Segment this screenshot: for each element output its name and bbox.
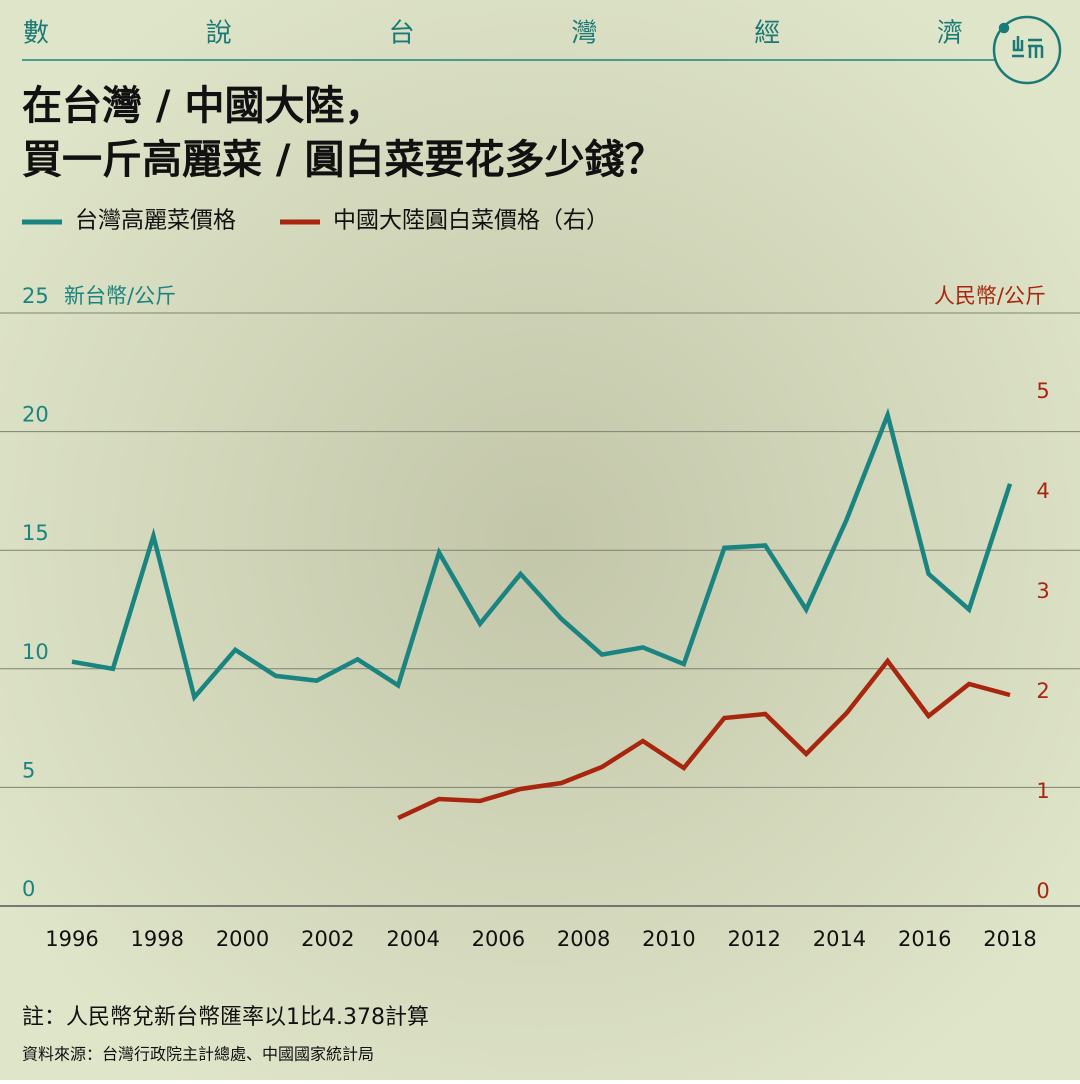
x-tick-label: 2000 xyxy=(216,927,269,951)
y2-tick-label: 4 xyxy=(1036,479,1049,503)
y-tick-label: 0 xyxy=(22,877,35,901)
y-tick-label: 15 xyxy=(22,521,49,545)
chart-title: 買一斤高麗菜 / 圓白菜要花多少錢？ xyxy=(22,137,664,183)
y2-tick-label: 5 xyxy=(1036,379,1049,403)
y2-tick-label: 0 xyxy=(1036,879,1049,903)
brand-char: 台 xyxy=(389,19,415,49)
y-tick-label: 5 xyxy=(22,758,35,782)
x-tick-label: 2018 xyxy=(983,927,1036,951)
x-tick-label: 1998 xyxy=(131,927,184,951)
brand-char: 灣 xyxy=(571,19,597,49)
y-tick-label: 20 xyxy=(22,403,49,427)
x-tick-label: 1996 xyxy=(45,927,98,951)
y2-tick-label: 1 xyxy=(1036,779,1049,803)
brand-char: 數 xyxy=(23,19,49,49)
brand-char: 說 xyxy=(206,19,232,49)
source: 資料來源：台灣行政院主計總處、中國國家統計局 xyxy=(22,1045,374,1064)
y-tick-label: 25 xyxy=(22,284,49,308)
chart-title: 在台灣 / 中國大陸， xyxy=(22,83,384,129)
note: 註：人民幣兌新台幣匯率以1比4.378計算 xyxy=(22,1005,429,1030)
x-tick-label: 2012 xyxy=(727,927,780,951)
x-tick-label: 2002 xyxy=(301,927,354,951)
y2-tick-label: 3 xyxy=(1036,579,1049,603)
series-line xyxy=(71,407,1013,703)
brand-char: 經 xyxy=(754,19,780,49)
x-tick-label: 2004 xyxy=(386,927,439,951)
logo xyxy=(992,15,1062,85)
y2-tick-label: 2 xyxy=(1036,679,1049,703)
y-axis-label: 新台幣/公斤 xyxy=(64,284,176,308)
x-tick-label: 2014 xyxy=(813,927,866,951)
legend-label: 中國大陸圓白菜價格（右） xyxy=(333,208,609,234)
y2-axis-label: 人民幣/公斤 xyxy=(934,284,1046,308)
series-line xyxy=(397,657,1011,821)
legend-label: 台灣高麗菜價格 xyxy=(75,208,236,234)
x-tick-label: 2008 xyxy=(557,927,610,951)
brand-char: 濟 xyxy=(937,19,963,49)
y-tick-label: 10 xyxy=(22,640,49,664)
x-tick-label: 2010 xyxy=(642,927,695,951)
x-tick-label: 2006 xyxy=(472,927,525,951)
x-tick-label: 2016 xyxy=(898,927,951,951)
